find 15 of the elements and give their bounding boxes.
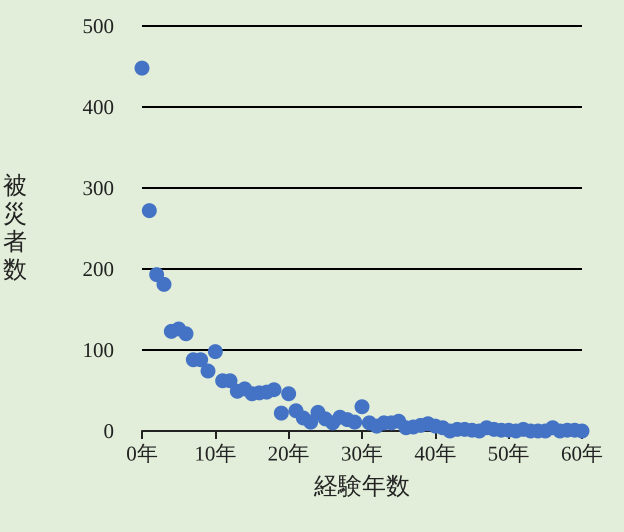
y-tick-label: 100 [82,338,114,362]
x-tick-label: 40年 [414,442,456,466]
y-tick-label: 300 [82,176,114,200]
x-tick-label: 30年 [341,442,383,466]
x-tick-label: 10年 [194,442,236,466]
x-tick-label: 20年 [268,442,310,466]
y-tick-label: 0 [104,419,114,443]
y-axis-title: 被災者数 [3,174,27,284]
y-tick-label: 400 [82,95,114,119]
x-tick-label: 60年 [561,442,603,466]
x-tick-label: 0年 [126,442,158,466]
x-tick-label: 50年 [488,442,530,466]
x-axis-title: 経験年数 [313,474,410,500]
y-tick-label: 200 [82,257,114,281]
y-tick-label: 500 [82,14,114,38]
